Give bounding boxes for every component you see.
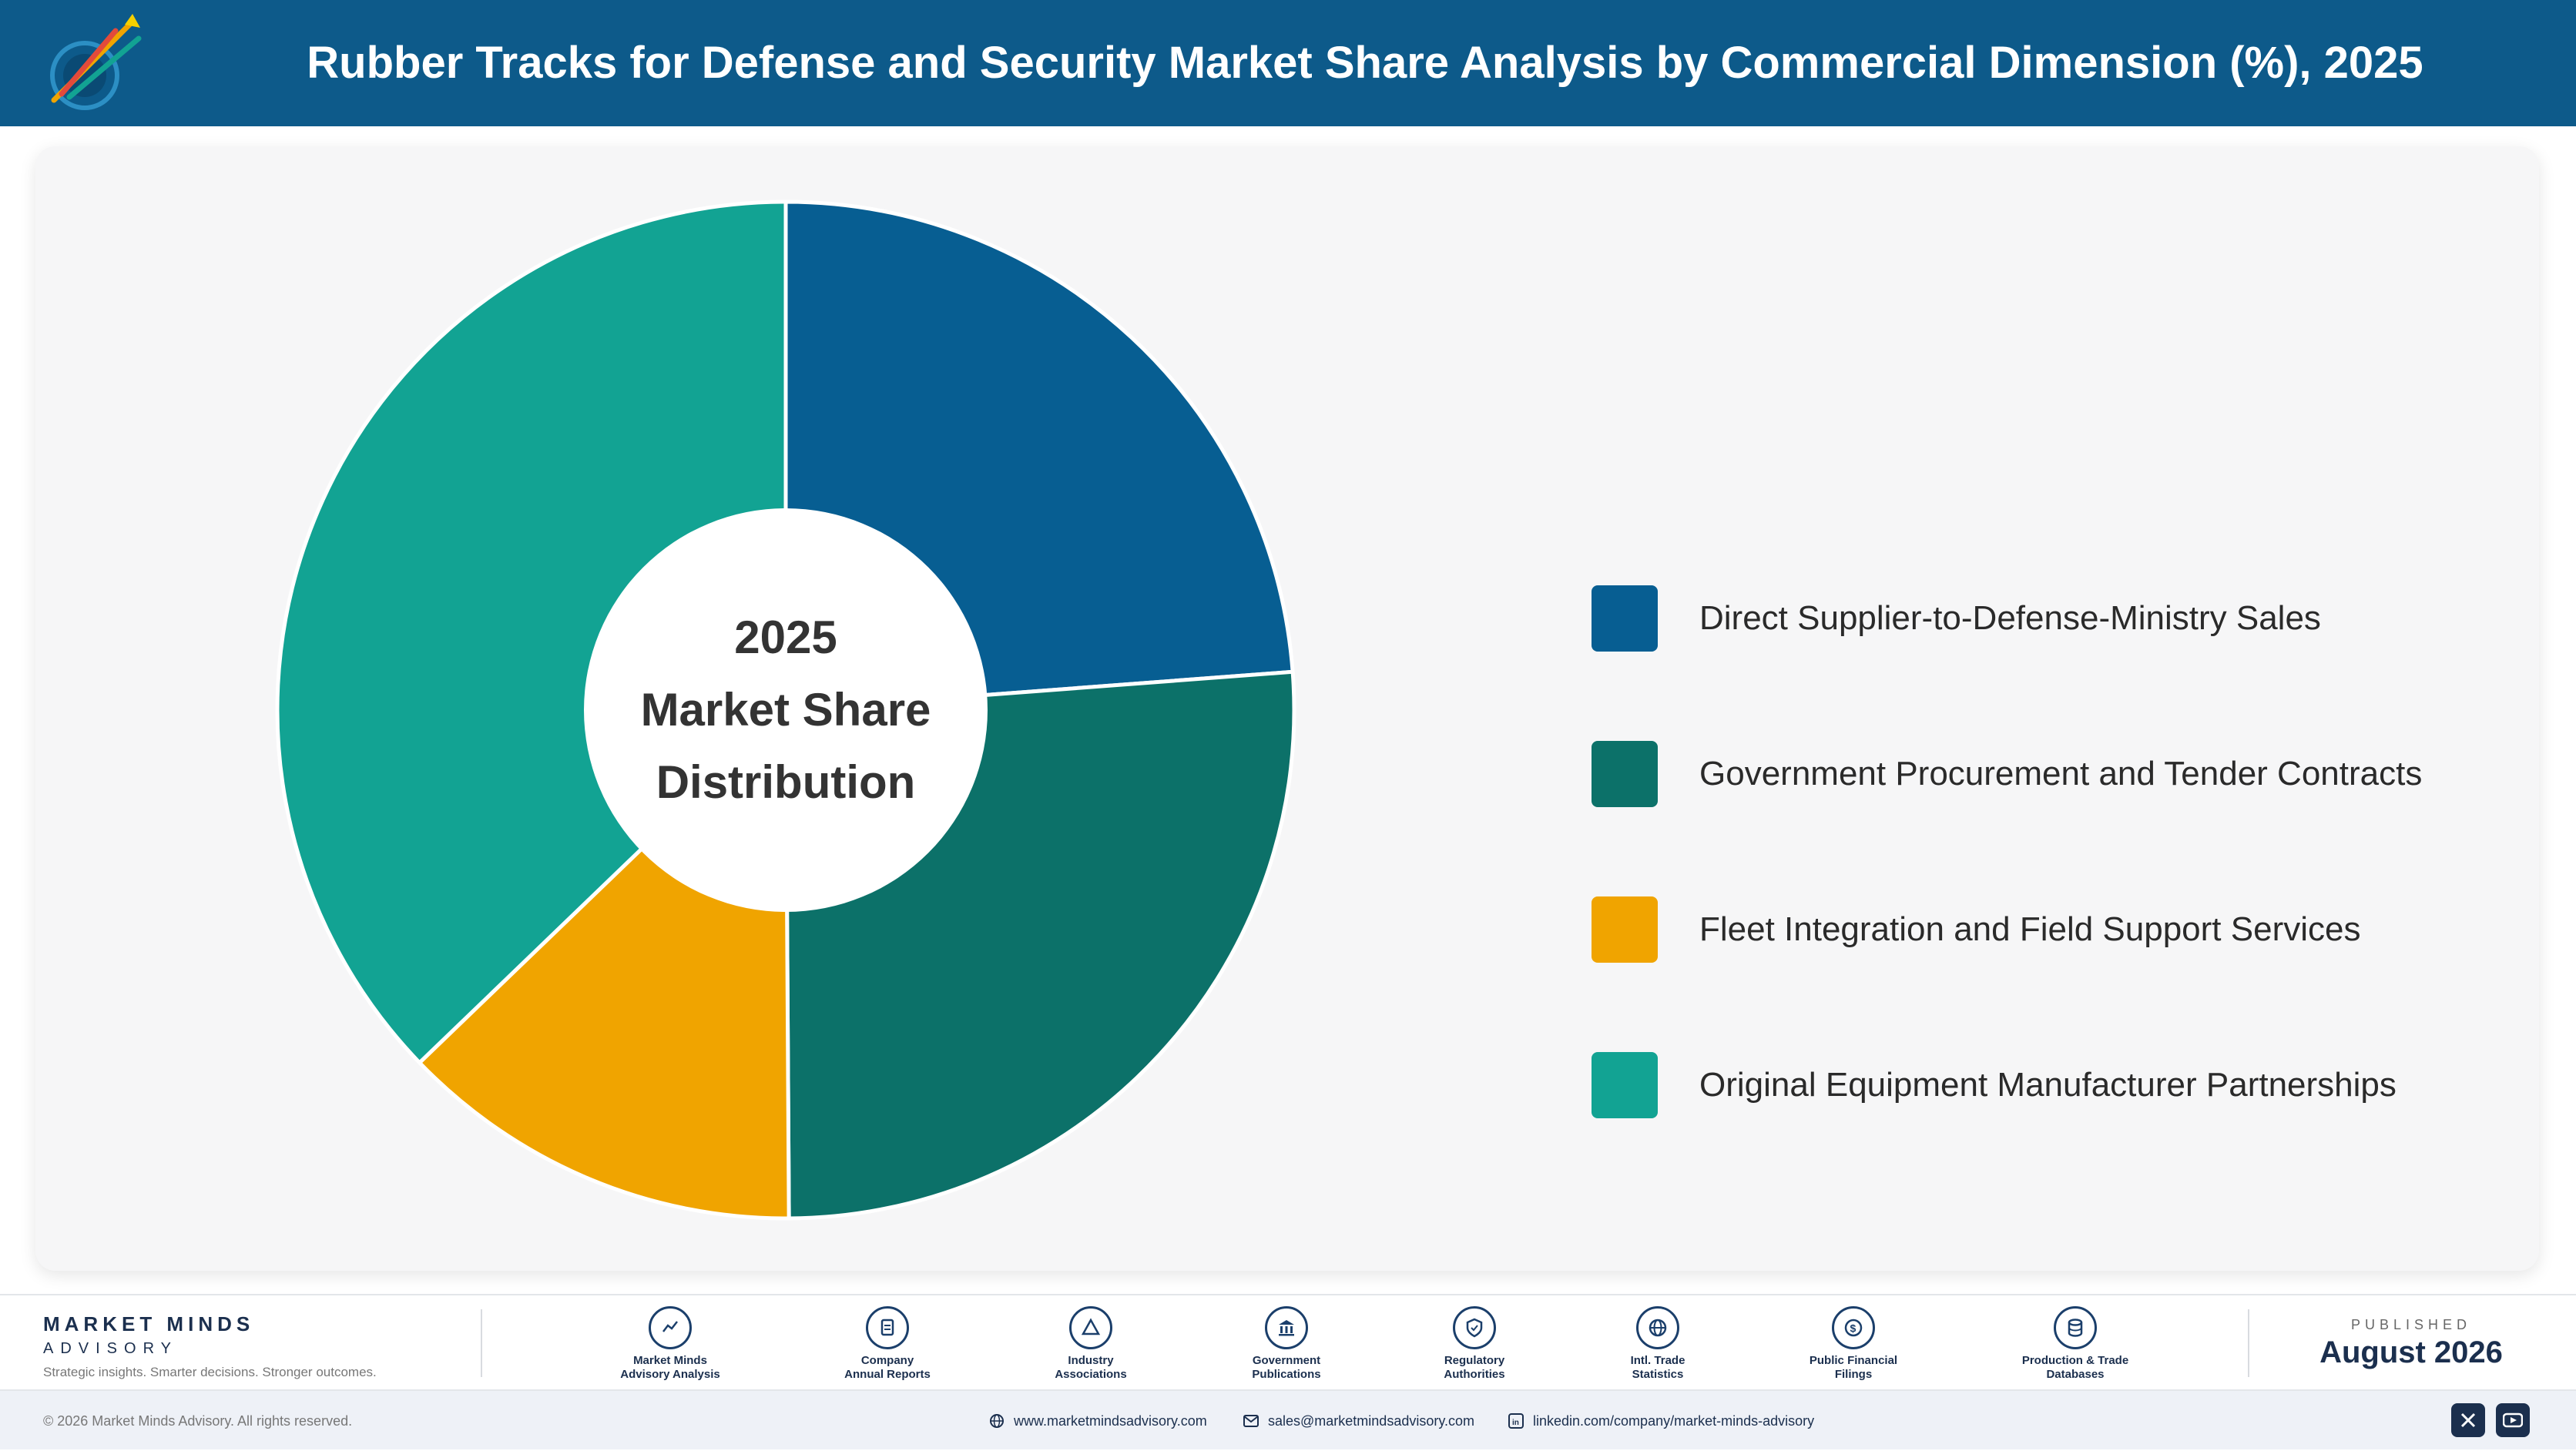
source-item: $ Public Financial Filings — [1776, 1306, 1930, 1382]
linkedin-icon: in — [1508, 1413, 1524, 1429]
source-item: Intl. Trade Statistics — [1581, 1306, 1735, 1382]
linkedin-link[interactable]: in linkedin.com/company/market-minds-adv… — [1508, 1391, 1814, 1451]
youtube-social-button[interactable] — [2496, 1403, 2530, 1437]
trend-icon — [649, 1306, 692, 1349]
website-text: www.marketmindsadvisory.com — [1014, 1412, 1207, 1429]
footer-divider — [481, 1309, 482, 1377]
donut-hole — [584, 508, 988, 912]
chart-card: 2025 Market Share Distribution Direct Supp… — [35, 146, 2539, 1271]
legend-item[interactable]: Fleet Integration and Field Support Serv… — [1592, 896, 2554, 963]
published-label: PUBLISHED — [2350, 1317, 2472, 1332]
email-text: sales@marketmindsadvisory.com — [1268, 1412, 1475, 1429]
legend-item[interactable]: Original Equipment Manufacturer Partners… — [1592, 1052, 2554, 1118]
brand-name: MARKET MINDS — [43, 1312, 255, 1335]
source-item: Market Minds Advisory Analysis — [593, 1306, 747, 1382]
legend-item[interactable]: Direct Supplier-to-Defense-Ministry Sale… — [1592, 585, 2554, 652]
brand-tagline: Strategic insights. Smarter decisions. S… — [43, 1365, 377, 1379]
source-item: Regulatory Authorities — [1397, 1306, 1551, 1382]
mail-icon — [1243, 1415, 1259, 1427]
source-label: Company Annual Reports — [844, 1354, 931, 1381]
source-label: Regulatory Authorities — [1444, 1354, 1505, 1381]
source-label: Public Financial Filings — [1809, 1354, 1898, 1381]
x-icon — [2460, 1412, 2476, 1428]
source-label: Industry Associations — [1055, 1354, 1127, 1381]
legend-swatch — [1592, 741, 1658, 807]
legend-swatch — [1592, 585, 1658, 652]
published-date: August 2026 — [2319, 1335, 2503, 1369]
document-icon — [866, 1306, 909, 1349]
center-label-line: 2025 — [734, 612, 837, 663]
pie-slice-4[interactable] — [275, 199, 788, 1066]
building-icon — [1265, 1306, 1308, 1349]
center-label-line: Distribution — [656, 756, 916, 808]
copyright-text: © 2026 Market Minds Advisory. All rights… — [43, 1413, 353, 1429]
donut-chart: 2025 Market Share Distribution — [275, 199, 1296, 1221]
source-label: Market Minds Advisory Analysis — [620, 1354, 720, 1381]
legend-label: Original Equipment Manufacturer Partners… — [1699, 1066, 2397, 1104]
legend-item[interactable]: Government Procurement and Tender Contra… — [1592, 741, 2554, 807]
email-link[interactable]: sales@marketmindsadvisory.com — [1243, 1391, 1474, 1451]
source-item: Company Annual Reports — [810, 1306, 964, 1382]
shield-icon — [1453, 1306, 1496, 1349]
legend-label: Government Procurement and Tender Contra… — [1699, 755, 2423, 793]
coin-icon: $ — [1832, 1306, 1875, 1349]
source-label: Intl. Trade Statistics — [1630, 1354, 1685, 1381]
source-item: Production & Trade Databases — [1998, 1306, 2152, 1382]
network-icon — [1069, 1306, 1112, 1349]
legend-swatch — [1592, 1052, 1658, 1118]
source-label: Government Publications — [1252, 1354, 1321, 1381]
globe-icon — [990, 1414, 1004, 1428]
linkedin-text: linkedin.com/company/market-minds-adviso… — [1533, 1412, 1815, 1429]
svg-text:$: $ — [1850, 1322, 1857, 1335]
website-link[interactable]: www.marketmindsadvisory.com — [989, 1391, 1207, 1451]
center-label-line: Market Share — [641, 684, 931, 736]
globe-icon — [1636, 1306, 1679, 1349]
svg-text:in: in — [1512, 1419, 1519, 1427]
footer: MARKET MINDS ADVISORY Strategic insights… — [0, 1294, 2576, 1389]
database-icon — [2054, 1306, 2097, 1349]
x-social-button[interactable] — [2451, 1403, 2485, 1437]
page-title: Rubber Tracks for Defense and Security M… — [307, 38, 2423, 88]
company-logo — [50, 14, 142, 110]
footer-divider — [2248, 1309, 2249, 1377]
source-item: Industry Associations — [1014, 1306, 1168, 1382]
source-item: Government Publications — [1209, 1306, 1363, 1382]
youtube-icon — [2503, 1412, 2523, 1428]
bottom-bar: © 2026 Market Minds Advisory. All rights… — [0, 1389, 2576, 1449]
legend-swatch — [1592, 896, 1658, 963]
source-label: Production & Trade Databases — [2021, 1354, 2129, 1381]
brand-subtitle: ADVISORY — [43, 1340, 178, 1357]
header-bar: Rubber Tracks for Defense and Security M… — [0, 0, 2576, 126]
legend-label: Direct Supplier-to-Defense-Ministry Sale… — [1699, 599, 2321, 637]
legend-label: Fleet Integration and Field Support Serv… — [1699, 910, 2361, 948]
